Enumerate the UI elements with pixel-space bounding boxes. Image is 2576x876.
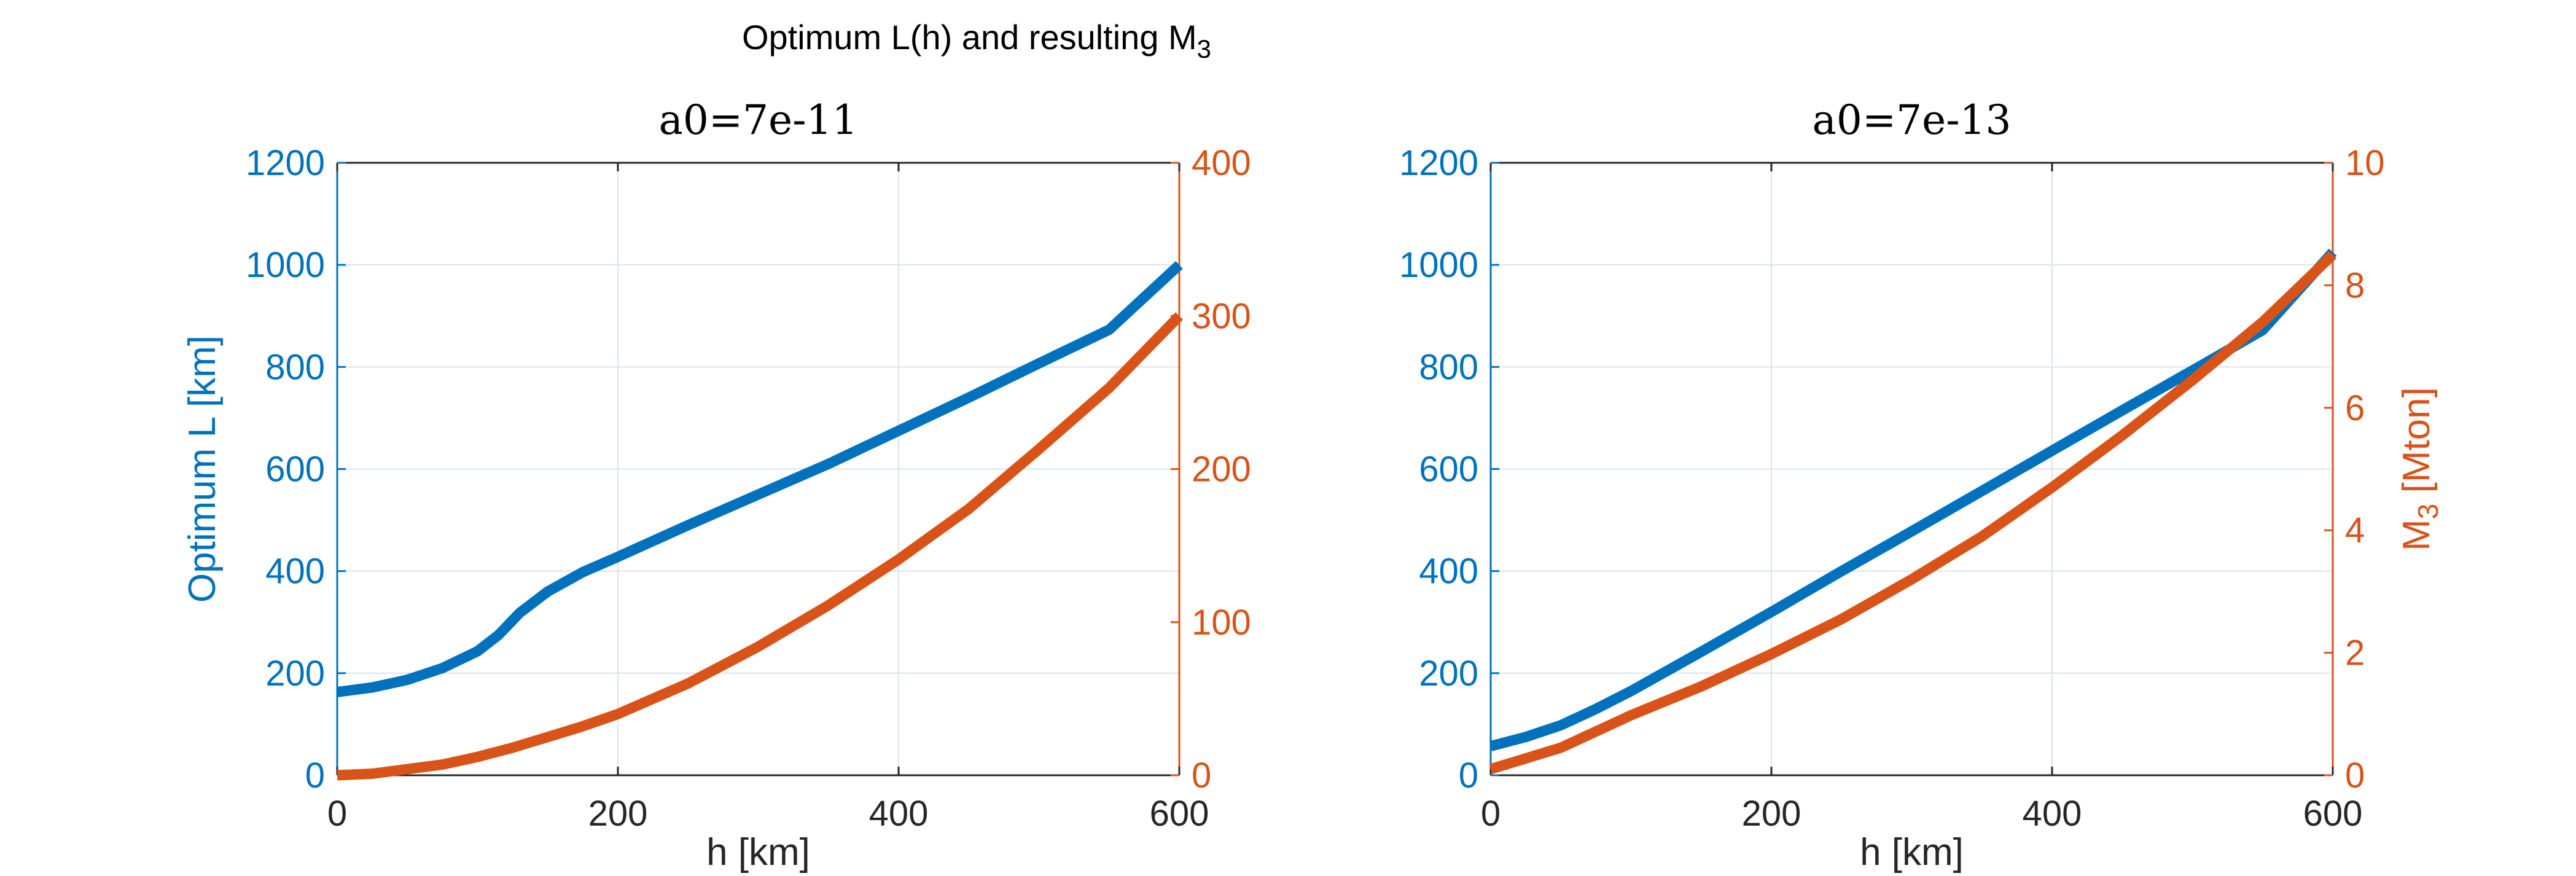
left-y-tick-label: 600 [1419,450,1478,490]
right-y-tick-label: 300 [1192,296,1251,336]
x-axis-label: h [km] [706,831,810,874]
right-chart: 0 200 400 6000200400600800100012000246810a0… [1399,96,2444,874]
left-chart: 0 200 400 600020040060080010001200010020030… [181,96,1251,874]
figure-title: Optimum L(h) and resulting M3 [742,18,1211,63]
series-line-optimum-l [336,260,1183,698]
x-tick-label: 0 [1481,794,1501,834]
x-tick-label: 200 [1742,794,1801,834]
left-y-tick-label: 0 [1459,756,1478,796]
left-y-tick-label: 200 [1419,654,1478,694]
right-y-tick-label: 0 [2345,756,2365,796]
left-y-tick-label: 400 [265,552,325,592]
series-line-m3 [337,312,1184,781]
x-tick-label: 600 [2303,794,2363,834]
left-y-tick-label: 600 [265,450,325,490]
right-y-tick-label: 200 [1192,450,1251,490]
left-y-axis-label: Optimum L [km] [181,335,224,603]
right-y-tick-label: 2 [2345,633,2365,673]
panel-title: a0=7e-13 [1813,96,2012,144]
x-tick-label: 600 [1150,794,1209,834]
figure-title-subscript: 3 [1197,34,1211,63]
right-y-tick-label: 6 [2345,388,2365,428]
right-y-axis-label: M3 [Mton] [2395,387,2444,551]
x-tick-label: 400 [2023,794,2082,834]
series-line-optimum-l [1489,248,2337,751]
right-y-axis-label-main: M [2395,519,2438,551]
right-y-tick-label: 10 [2345,143,2385,183]
right-y-tick-label: 4 [2345,510,2365,550]
x-axis-label: h [km] [1860,831,1964,874]
left-y-tick-label: 800 [1419,347,1478,387]
panel-title: a0=7e-11 [659,96,858,144]
figure-title-main: Optimum L(h) and resulting M [742,18,1197,57]
left-y-tick-label: 0 [305,756,325,796]
left-y-tick-label: 1000 [246,245,325,285]
left-y-tick-label: 200 [265,654,325,694]
x-tick-label: 200 [588,794,648,834]
x-tick-label: 0 [327,794,347,834]
left-y-tick-label: 400 [1419,552,1478,592]
right-y-tick-label: 100 [1192,603,1251,643]
x-tick-label: 400 [869,794,929,834]
right-y-axis-label-unit: [Mton] [2395,387,2438,504]
left-y-tick-label: 1200 [246,143,325,183]
right-y-axis-label-subscript: 3 [2412,504,2444,520]
right-y-tick-label: 400 [1192,143,1251,183]
left-y-tick-label: 1000 [1399,245,1478,285]
left-y-tick-label: 800 [265,347,325,387]
series-line-m3 [1489,251,2336,775]
left-y-tick-label: 1200 [1399,143,1478,183]
right-y-tick-label: 0 [1192,756,1211,796]
right-y-tick-label: 8 [2345,265,2365,305]
